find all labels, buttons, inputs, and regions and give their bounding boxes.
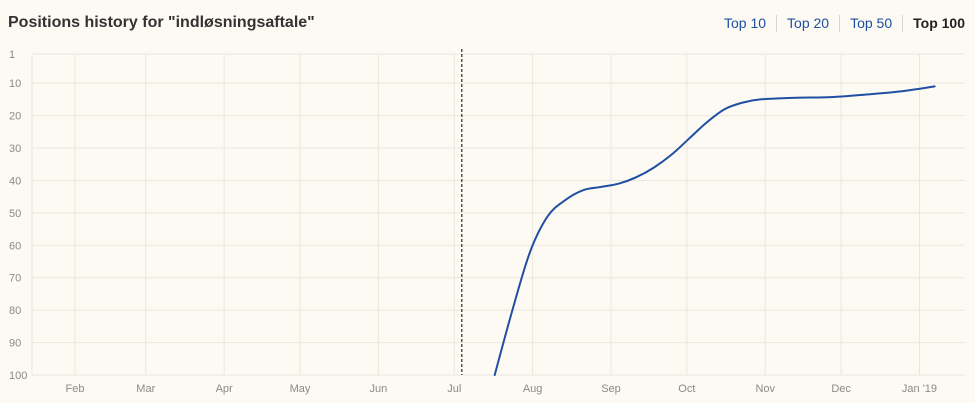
y-tick-label: 60: [9, 240, 21, 252]
x-tick-label: Jun: [370, 383, 388, 395]
x-tick-label: Feb: [65, 383, 84, 395]
x-tick-label: Dec: [831, 383, 851, 395]
y-tick-label: 10: [9, 78, 21, 90]
x-tick-label: Jul: [447, 383, 461, 395]
y-tick-label: 50: [9, 208, 21, 220]
y-tick-label: 40: [9, 175, 21, 187]
tab-top-100[interactable]: Top 100: [902, 15, 965, 32]
y-tick-label: 90: [9, 338, 21, 350]
x-tick-label: Apr: [216, 383, 233, 395]
y-tick-label: 100: [9, 370, 27, 382]
x-tick-label: Mar: [136, 383, 155, 395]
tab-top-10[interactable]: Top 10: [723, 15, 767, 31]
x-tick-label: Sep: [601, 383, 621, 395]
x-tick-label: May: [290, 383, 311, 395]
y-tick-label: 30: [9, 143, 21, 155]
y-tick-label: 80: [9, 305, 21, 317]
tab-top-20[interactable]: Top 20: [776, 15, 839, 32]
x-tick-label: Jan '19: [902, 383, 937, 395]
y-tick-label: 70: [9, 273, 21, 285]
x-tick-label: Aug: [523, 383, 543, 395]
chart-title: Positions history for "indløsningsaftale…: [8, 14, 315, 31]
series-line-0: [493, 85, 936, 376]
y-tick-label: 20: [9, 111, 21, 123]
y-tick-label: 1: [9, 49, 15, 61]
tab-top-50[interactable]: Top 50: [839, 15, 902, 32]
x-tick-label: Nov: [755, 383, 775, 395]
x-tick-label: Oct: [678, 383, 695, 395]
range-tabs: Top 10 Top 20 Top 50 Top 100: [714, 15, 965, 32]
